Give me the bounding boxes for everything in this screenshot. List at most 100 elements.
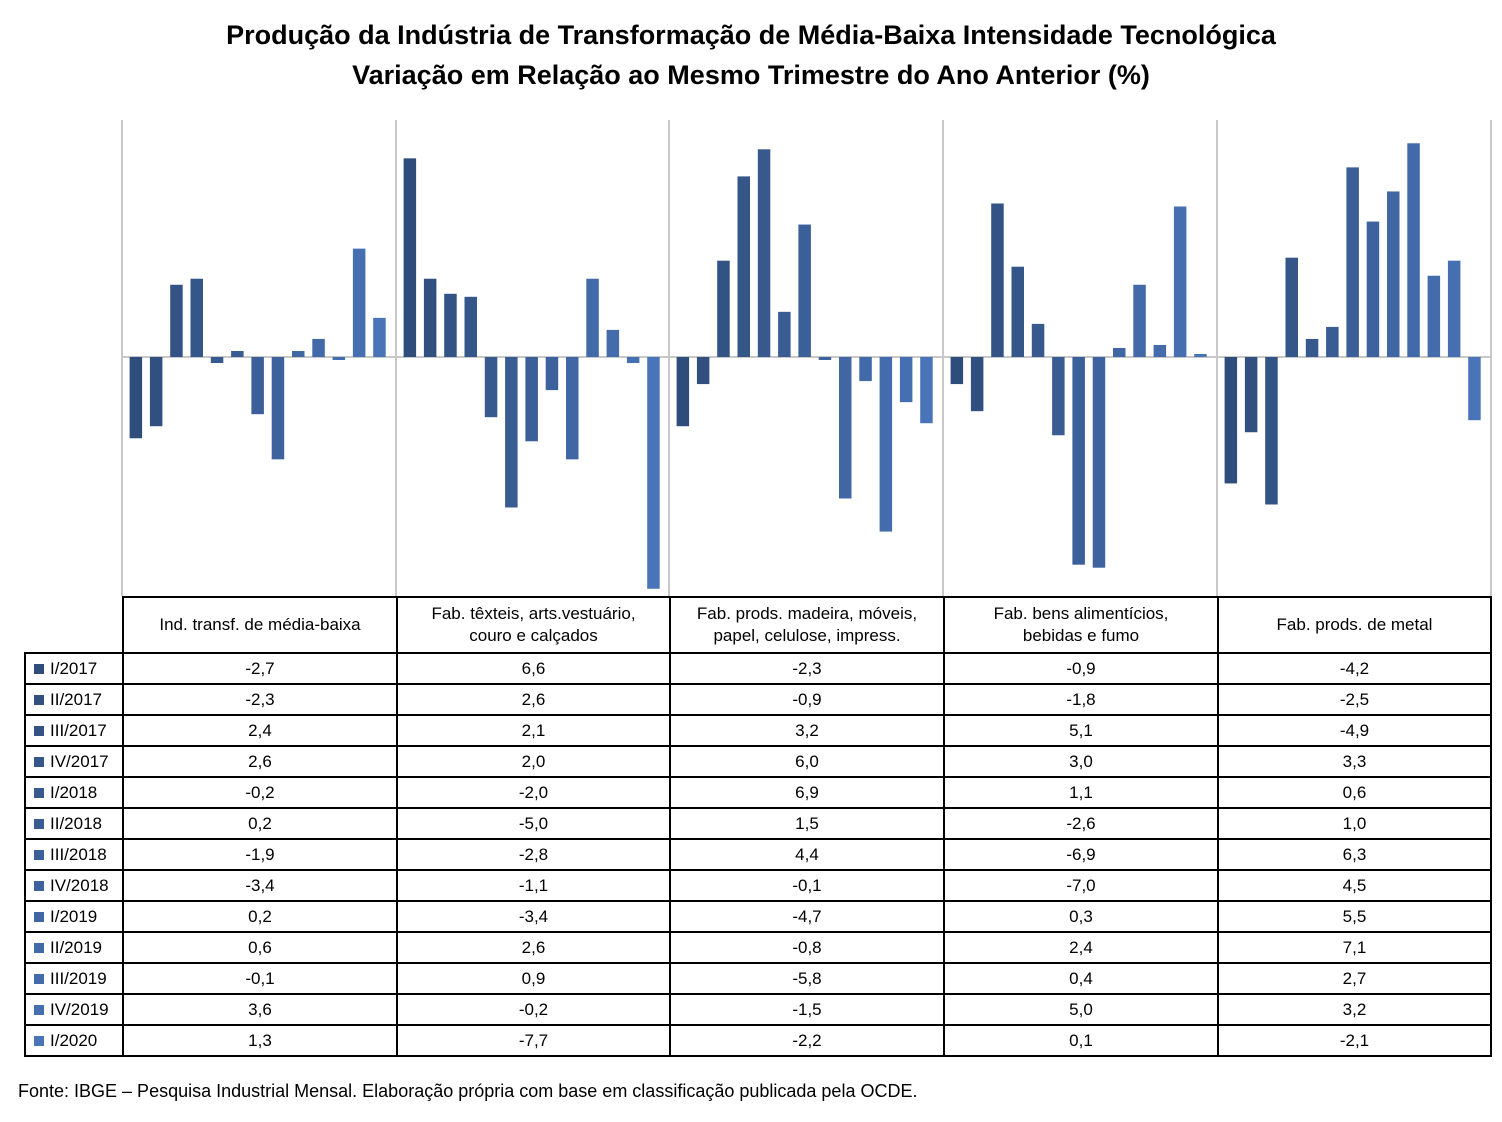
bar	[626, 357, 640, 364]
table-column-header: Fab. têxteis, arts.vestuário, couro e cal…	[396, 596, 671, 654]
legend-entry: III/2019	[24, 962, 124, 995]
source-note: Fonte: IBGE – Pesquisa Industrial Mensal…	[18, 1081, 918, 1101]
data-label: -3,4	[122, 869, 398, 902]
data-label: -0,1	[122, 962, 398, 995]
legend-entry: IV/2017	[24, 745, 124, 778]
bar	[1173, 206, 1187, 357]
data-label: 0,6	[122, 931, 398, 964]
bar	[1072, 357, 1085, 565]
table-row: II/2018 0,2 -5,0 1,5 -2,6 1,0	[24, 807, 1492, 840]
table-row: II/2019 0,6 2,6 -0,8 2,4 7,1	[24, 931, 1492, 964]
data-label: 2,0	[396, 745, 671, 778]
legend-entry: IV/2018	[24, 869, 124, 902]
bar	[757, 149, 771, 357]
bar	[1133, 284, 1146, 357]
data-label: 6,6	[396, 652, 671, 685]
table-row: I/2020 1,3 -7,7 -2,2 0,1 -2,1	[24, 1024, 1492, 1057]
data-label: 5,1	[943, 714, 1219, 747]
data-label: 3,6	[122, 993, 398, 1026]
legend-entry: III/2017	[24, 714, 124, 747]
legend-label: III/2019	[50, 968, 107, 988]
table-row: I/2018 -0,2 -2,0 6,9 1,1 0,6	[24, 776, 1492, 809]
data-label: -4,7	[669, 900, 945, 933]
legend-key	[34, 1036, 44, 1047]
table-row: II/2017 -2,3 2,6 -0,9 -1,8 -2,5	[24, 683, 1492, 716]
legend-key	[34, 850, 44, 861]
bar	[1052, 357, 1065, 436]
bar	[129, 357, 143, 439]
bar	[717, 260, 730, 357]
data-label: 0,2	[122, 807, 398, 840]
data-label: 0,3	[943, 900, 1219, 933]
bar	[352, 248, 366, 357]
legend-key	[34, 788, 44, 799]
bar	[778, 311, 791, 357]
bar	[1366, 221, 1380, 357]
legend-label: II/2017	[50, 689, 102, 709]
legend-label: I/2020	[50, 1030, 98, 1050]
data-label: 0,6	[1217, 776, 1492, 809]
legend-entry: II/2018	[24, 807, 124, 840]
chart-title-line2: Variação em Relação ao Mesmo Trimestre d…	[352, 60, 1150, 90]
data-label: -7,0	[943, 869, 1219, 902]
bar	[818, 357, 832, 361]
table-column-header: Fab. prods. de metal	[1217, 596, 1492, 654]
column-header-label: bebidas e fumo	[1022, 626, 1140, 645]
column-header-label: Fab. prods. de metal	[1276, 615, 1433, 634]
data-label: -3,4	[396, 900, 671, 933]
legend-key	[34, 1005, 44, 1016]
data-label: -2,5	[1217, 683, 1492, 716]
table-column-header: Fab. prods. madeira, móveis, papel, celul…	[669, 596, 945, 654]
column-header-label: Fab. bens alimentícios,	[993, 604, 1169, 623]
legend-label: II/2018	[50, 813, 102, 833]
data-label: 5,0	[943, 993, 1219, 1026]
table-row: IV/2017 2,6 2,0 6,0 3,0 3,3	[24, 745, 1492, 778]
legend-entry: II/2017	[24, 683, 124, 716]
data-label: -1,5	[669, 993, 945, 1026]
legend-label: I/2019	[50, 906, 98, 926]
data-label: 3,2	[669, 714, 945, 747]
legend-key	[34, 819, 44, 830]
legend-label: III/2017	[50, 720, 107, 740]
legend-entry: I/2020	[24, 1024, 124, 1057]
legend-key	[34, 912, 44, 923]
bar	[696, 357, 710, 385]
bar	[403, 158, 417, 357]
data-label: -2,6	[943, 807, 1219, 840]
bar	[1427, 275, 1441, 357]
bar	[1224, 357, 1238, 484]
data-label: -1,9	[122, 838, 398, 871]
column-header-label: couro e calçados	[469, 626, 598, 645]
table-row: III/2017 2,4 2,1 3,2 5,1 -4,9	[24, 714, 1492, 747]
bar	[271, 357, 285, 460]
bar	[484, 357, 498, 418]
data-label: 0,1	[943, 1024, 1219, 1057]
bar	[737, 176, 750, 357]
legend-entry: IV/2019	[24, 993, 124, 1026]
bar	[676, 357, 690, 427]
data-label: 2,1	[396, 714, 671, 747]
legend-key	[34, 757, 44, 768]
data-label: 1,5	[669, 807, 945, 840]
bar	[798, 224, 811, 357]
legend-key	[34, 974, 44, 985]
bar	[950, 357, 964, 385]
legend-entry: I/2017	[24, 652, 124, 685]
legend-key	[34, 881, 44, 892]
bar	[1387, 191, 1400, 357]
data-label: -2,2	[669, 1024, 945, 1057]
data-label: 2,7	[1217, 962, 1492, 995]
bar	[1113, 347, 1126, 357]
data-label: -1,8	[943, 683, 1219, 716]
bar	[251, 357, 264, 415]
bar	[1407, 143, 1420, 357]
legend-key	[34, 695, 44, 706]
bar	[606, 329, 620, 357]
table-column-header: Ind. transf. de média-baixa	[122, 596, 398, 654]
data-label: -2,3	[122, 683, 398, 716]
legend-label: III/2018	[50, 844, 107, 864]
legend-key	[34, 726, 44, 737]
bar	[210, 357, 224, 364]
bar	[1092, 357, 1106, 568]
bar	[149, 357, 163, 427]
